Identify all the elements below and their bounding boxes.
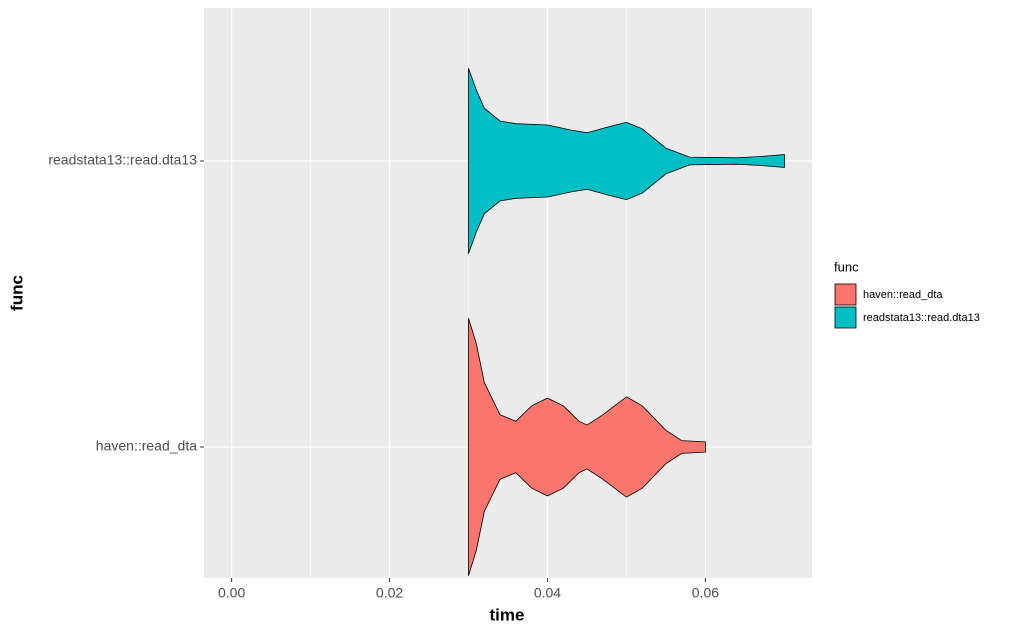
y-tick-label: haven::read_dta [96, 438, 197, 454]
legend-label: haven::read_dta [863, 289, 943, 301]
legend-key [834, 306, 857, 329]
y-tick-label: readstata13::read.dta13 [48, 152, 197, 168]
legend-title: func [834, 259, 859, 274]
legend-key [834, 283, 857, 306]
legend-label: readstata13::read.dta13 [863, 312, 980, 324]
x-tick-label: 0.02 [376, 585, 403, 601]
y-axis-title: func [7, 275, 26, 311]
x-tick-label: 0.00 [218, 585, 245, 601]
panel [204, 8, 812, 578]
x-axis-title: time [490, 605, 525, 624]
violin [468, 68, 785, 254]
x-tick-label: 0.04 [534, 585, 561, 601]
violin [468, 318, 706, 576]
x-tick-label: 0.06 [692, 585, 719, 601]
